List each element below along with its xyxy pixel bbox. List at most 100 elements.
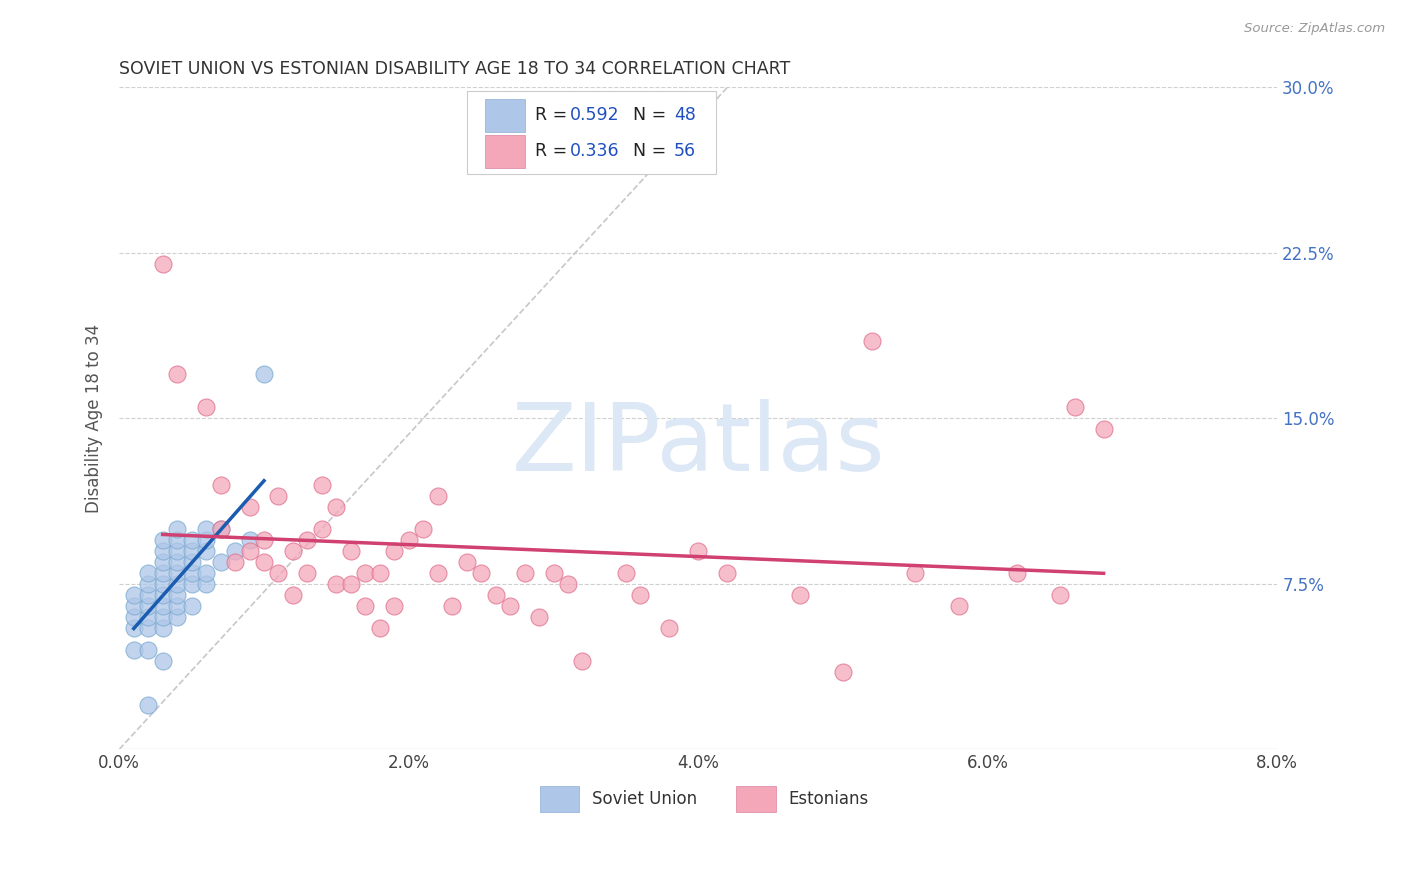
Point bbox=[136, 643, 159, 657]
Text: N =: N = bbox=[621, 142, 672, 161]
Point bbox=[152, 599, 174, 613]
Point bbox=[180, 577, 202, 591]
Point bbox=[382, 599, 405, 613]
FancyBboxPatch shape bbox=[540, 786, 579, 813]
Point bbox=[426, 566, 449, 580]
Point bbox=[311, 522, 333, 536]
Point bbox=[152, 533, 174, 547]
Point bbox=[470, 566, 492, 580]
Point bbox=[238, 500, 260, 514]
Point bbox=[152, 621, 174, 635]
Text: Soviet Union: Soviet Union bbox=[592, 790, 697, 808]
Point bbox=[267, 489, 290, 503]
Point bbox=[136, 610, 159, 624]
Text: 0.592: 0.592 bbox=[569, 106, 620, 124]
Point bbox=[354, 566, 377, 580]
Text: Estonians: Estonians bbox=[789, 790, 869, 808]
Point bbox=[368, 566, 391, 580]
Point bbox=[209, 522, 232, 536]
Point bbox=[456, 555, 478, 569]
Y-axis label: Disability Age 18 to 34: Disability Age 18 to 34 bbox=[86, 324, 103, 513]
Point bbox=[789, 588, 811, 602]
Point bbox=[948, 599, 970, 613]
Point bbox=[543, 566, 565, 580]
Point bbox=[166, 599, 188, 613]
Point bbox=[688, 543, 710, 558]
Point bbox=[628, 588, 651, 602]
FancyBboxPatch shape bbox=[737, 786, 776, 813]
Point bbox=[195, 533, 218, 547]
Point bbox=[152, 654, 174, 668]
Point bbox=[136, 698, 159, 713]
Point bbox=[340, 577, 363, 591]
FancyBboxPatch shape bbox=[467, 91, 716, 174]
Point bbox=[354, 599, 377, 613]
Point bbox=[152, 566, 174, 580]
Point bbox=[325, 577, 347, 591]
Text: R =: R = bbox=[536, 142, 572, 161]
Point bbox=[860, 334, 883, 348]
Point bbox=[557, 577, 579, 591]
Point bbox=[136, 566, 159, 580]
Point bbox=[180, 566, 202, 580]
Point bbox=[382, 543, 405, 558]
Point bbox=[485, 588, 508, 602]
Point bbox=[513, 566, 536, 580]
Text: N =: N = bbox=[621, 106, 672, 124]
Point bbox=[1063, 401, 1085, 415]
Point bbox=[267, 566, 290, 580]
Point bbox=[180, 543, 202, 558]
Point bbox=[152, 543, 174, 558]
Point bbox=[152, 577, 174, 591]
Point bbox=[180, 533, 202, 547]
Point bbox=[195, 543, 218, 558]
Point bbox=[209, 555, 232, 569]
FancyBboxPatch shape bbox=[485, 135, 524, 168]
Point bbox=[904, 566, 927, 580]
Point bbox=[297, 566, 319, 580]
Point bbox=[209, 522, 232, 536]
Point bbox=[209, 477, 232, 491]
Point bbox=[238, 543, 260, 558]
Point bbox=[166, 522, 188, 536]
Point bbox=[1092, 422, 1115, 436]
Point bbox=[224, 555, 246, 569]
Point bbox=[340, 543, 363, 558]
Point bbox=[571, 654, 593, 668]
Text: 48: 48 bbox=[673, 106, 696, 124]
Point bbox=[122, 643, 145, 657]
Point bbox=[527, 610, 550, 624]
Point bbox=[136, 588, 159, 602]
Point bbox=[166, 543, 188, 558]
Point bbox=[122, 599, 145, 613]
Point bbox=[166, 368, 188, 382]
Point bbox=[166, 588, 188, 602]
Point bbox=[195, 401, 218, 415]
Point bbox=[195, 566, 218, 580]
Point bbox=[412, 522, 434, 536]
Text: R =: R = bbox=[536, 106, 572, 124]
Point bbox=[281, 543, 304, 558]
Text: 0.336: 0.336 bbox=[569, 142, 620, 161]
Point bbox=[426, 489, 449, 503]
Point bbox=[166, 610, 188, 624]
Point bbox=[832, 665, 855, 679]
Text: Source: ZipAtlas.com: Source: ZipAtlas.com bbox=[1244, 22, 1385, 36]
Point bbox=[398, 533, 420, 547]
Point bbox=[122, 621, 145, 635]
Point bbox=[136, 599, 159, 613]
Point bbox=[297, 533, 319, 547]
Point bbox=[253, 533, 276, 547]
Point bbox=[281, 588, 304, 602]
Point bbox=[122, 588, 145, 602]
Point bbox=[166, 533, 188, 547]
Point bbox=[368, 621, 391, 635]
Point bbox=[311, 477, 333, 491]
Point bbox=[658, 621, 681, 635]
Point bbox=[152, 257, 174, 271]
Text: SOVIET UNION VS ESTONIAN DISABILITY AGE 18 TO 34 CORRELATION CHART: SOVIET UNION VS ESTONIAN DISABILITY AGE … bbox=[120, 60, 790, 78]
Point bbox=[166, 577, 188, 591]
Point bbox=[1049, 588, 1071, 602]
Point bbox=[152, 588, 174, 602]
Point bbox=[152, 610, 174, 624]
